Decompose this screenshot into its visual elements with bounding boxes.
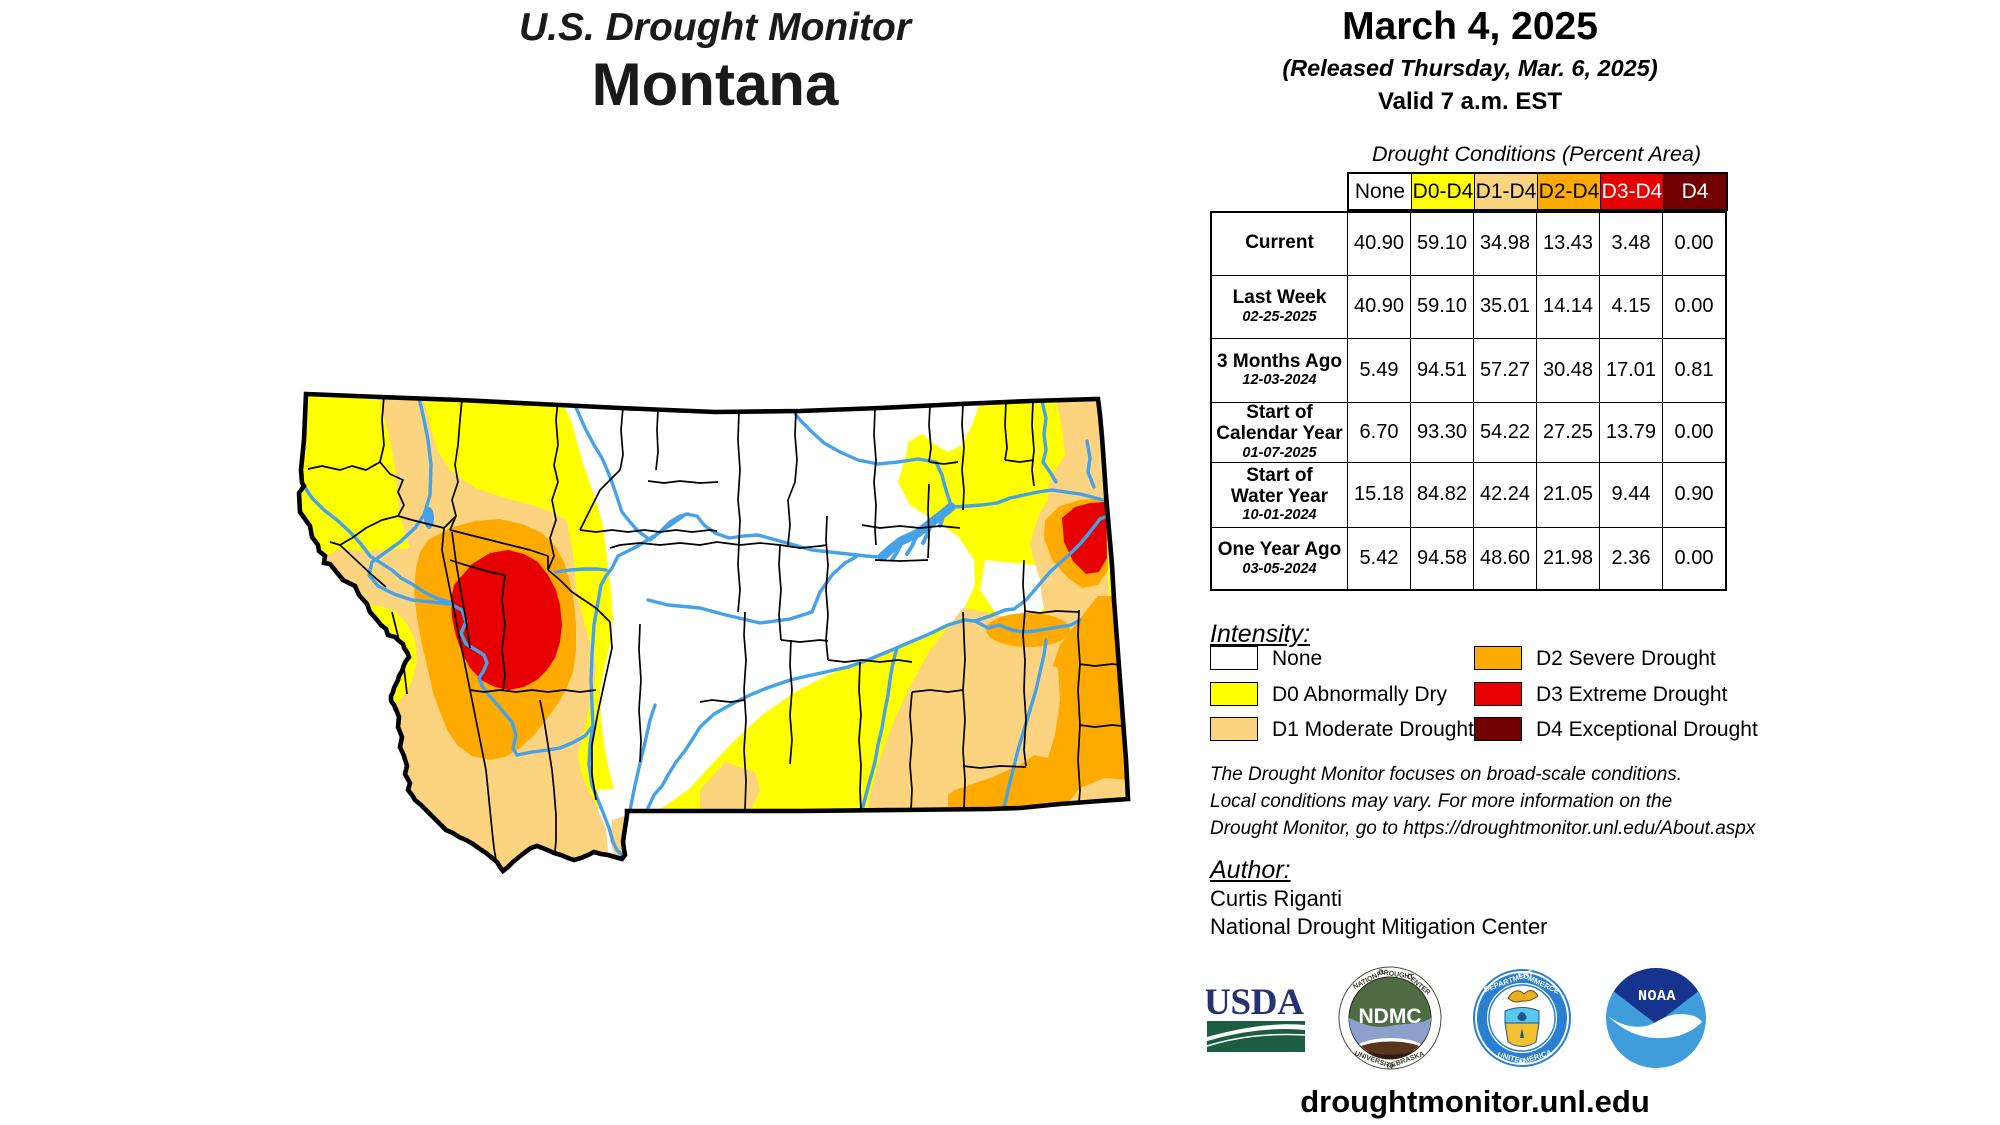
svg-text:NOAA: NOAA	[1638, 988, 1676, 1005]
svg-text:USDA: USDA	[1206, 984, 1304, 1023]
svg-text:DROUGHT: DROUGHT	[1378, 969, 1415, 981]
svg-text:NDMC: NDMC	[1359, 1005, 1422, 1028]
